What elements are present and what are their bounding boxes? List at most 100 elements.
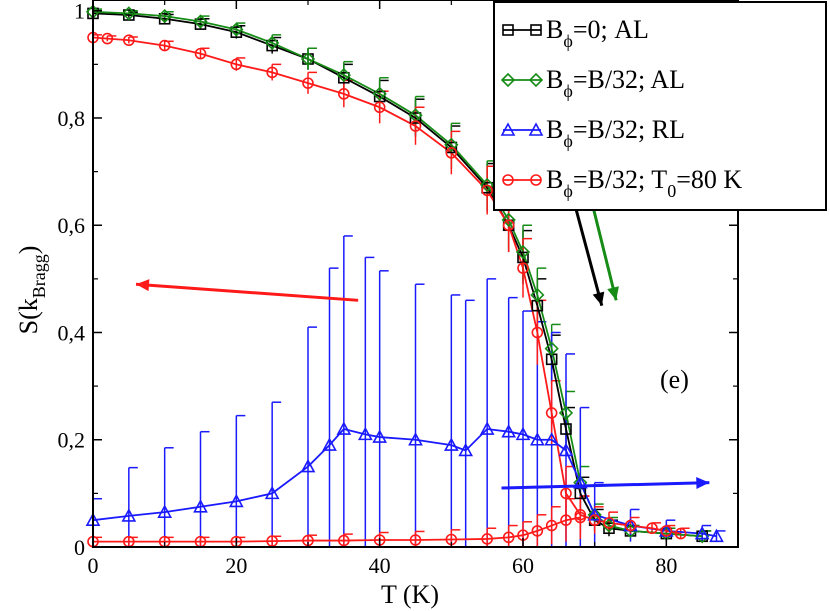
red-data-point (373, 101, 386, 114)
legend-label: Bϕ=B/32; AL (546, 65, 685, 101)
red-data-point (101, 32, 114, 45)
green-data-point (444, 137, 459, 152)
blue-arrow (501, 476, 710, 490)
red-data-point (481, 184, 493, 197)
blue-error-bar (328, 267, 339, 547)
blue-error-bar (235, 414, 246, 547)
legend-marker (528, 122, 544, 136)
red-baseline-series-line (93, 516, 581, 543)
legend: Bϕ=0; AL Bϕ=B/32; AL Bϕ=B/32; RL Bϕ=B/32; T… (493, 1, 827, 211)
y-tick-label: 0,4 (58, 320, 86, 345)
x-tick-label: 0 (88, 553, 99, 578)
green-data-point (157, 8, 172, 24)
red-baseline-data-point (560, 514, 572, 526)
red-baseline-data-point (481, 533, 493, 545)
legend-marker (500, 122, 516, 136)
y-tick-label: 0,2 (58, 428, 86, 453)
y-axis-title-sub: Bragg (29, 254, 49, 298)
legend-marker (502, 24, 514, 36)
blue-data-point (572, 474, 588, 489)
blue-error-bar (163, 447, 174, 547)
red-baseline-data-point (409, 534, 422, 546)
blue-error-bar (128, 466, 138, 547)
blue-data-point (193, 499, 208, 513)
blue-data-point (157, 504, 173, 518)
y-tick-label: 0,8 (58, 106, 86, 131)
x-tick-label: 40 (369, 553, 391, 578)
red-baseline-data-point (502, 531, 515, 544)
black-data-point (445, 141, 458, 154)
red-data-point (123, 34, 135, 47)
blue-series-line (92, 428, 717, 538)
legend-marker (500, 72, 516, 88)
y-axis-title-main: S(k (14, 298, 43, 334)
red-data-point (302, 77, 314, 89)
green-data-point (229, 22, 244, 37)
green-data-point (601, 518, 617, 533)
green-data-point (544, 341, 559, 356)
blue-data-point (372, 429, 388, 443)
black-data-point (230, 26, 243, 38)
red-data-point (531, 326, 544, 339)
legend-entry-red: Bϕ=B/32; T0=80 K (502, 165, 742, 201)
blue-data-point (408, 432, 423, 446)
legend-marker (502, 174, 514, 186)
black-data-point (409, 112, 422, 124)
blue-error-bar (199, 430, 210, 547)
blue-data-point (479, 421, 495, 435)
red-data-point (588, 514, 601, 526)
blue-data-point (121, 508, 137, 522)
green-data-point (501, 212, 516, 228)
legend-marker (530, 24, 542, 36)
red-data-point (266, 66, 278, 79)
blue-data-point (264, 485, 280, 500)
red-data-point (502, 219, 515, 232)
red-data-point (560, 487, 572, 500)
green-data-point (265, 35, 280, 51)
plot-frame (92, 0, 739, 548)
green-data-point (530, 287, 545, 303)
blue-data-point (529, 432, 545, 446)
red-data-point (517, 262, 529, 274)
green-data-point (573, 475, 588, 490)
green-data-point (336, 67, 351, 83)
legend-marker (530, 174, 542, 186)
red-data-point (194, 47, 207, 60)
green-data-point (121, 6, 136, 21)
blue-data-point (558, 442, 574, 457)
blue-error-bar (464, 299, 475, 547)
blue-data-point (357, 426, 373, 441)
blue-data-point (443, 437, 459, 451)
green-data-point (193, 14, 208, 29)
blue-data-point (458, 442, 474, 457)
legend-box (493, 1, 827, 211)
blue-data-point (300, 458, 316, 473)
red-baseline-error-bar (507, 524, 518, 547)
green-data-point (372, 86, 387, 101)
red-arrow (135, 279, 359, 302)
legend-entry-black: Bϕ=0; AL (502, 15, 649, 51)
x-axis-title: T (K) (381, 580, 439, 609)
red-data-point (158, 39, 171, 52)
blue-error-bar (364, 256, 375, 547)
red-baseline-data-point (545, 519, 558, 532)
blue-data-point (694, 525, 710, 540)
red-data-point (660, 525, 673, 537)
blue-error-bar (486, 278, 497, 547)
green-data-point (558, 405, 574, 421)
red-baseline-data-point (338, 534, 350, 547)
blue-error-bar (307, 326, 317, 547)
green-data-point (587, 507, 602, 522)
blue-data-point (709, 528, 724, 543)
y-axis-title: S(kBragg) (14, 246, 49, 335)
x-tick-label: 60 (512, 553, 534, 578)
black-data-point (560, 423, 572, 435)
blue-error-bar (450, 294, 461, 547)
red-data-point (603, 517, 615, 529)
red-data-point (338, 88, 350, 100)
red-data-point (624, 519, 637, 532)
legend-entry-green: Bϕ=B/32; AL (500, 65, 685, 101)
x-tick-label: 20 (225, 553, 247, 578)
blue-error-bar (271, 401, 282, 547)
